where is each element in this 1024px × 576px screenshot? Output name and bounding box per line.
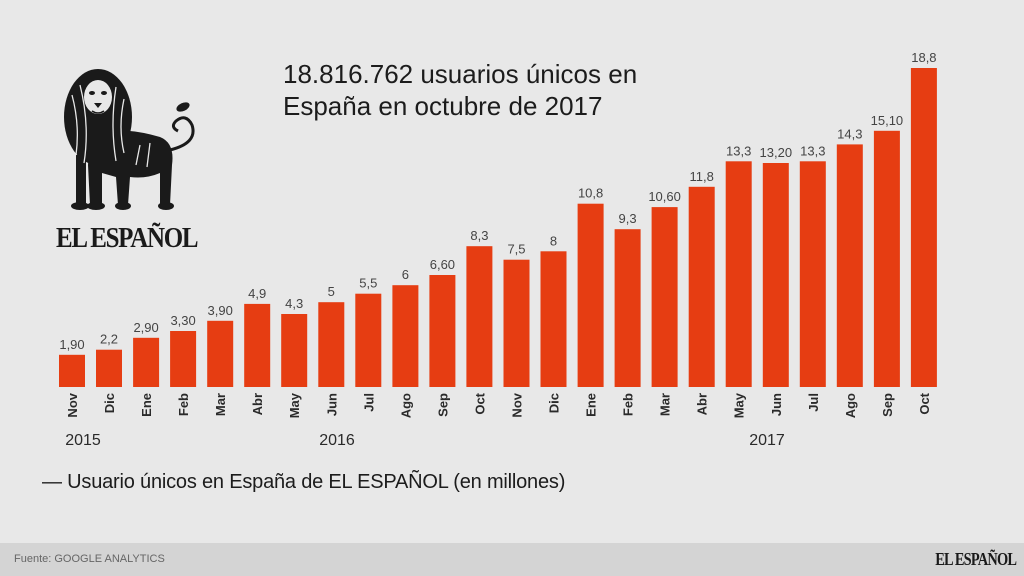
value-label-0: 1,90 <box>59 337 84 352</box>
x-tick-label-23: Oct <box>917 392 932 414</box>
bar-12 <box>503 259 530 387</box>
bar-5 <box>244 303 271 387</box>
x-tick-label-2: Ene <box>139 393 154 417</box>
lion-icon <box>64 69 195 210</box>
x-tick-label-22: Sep <box>880 393 895 417</box>
value-label-1: 2,2 <box>100 332 118 347</box>
logo <box>50 55 210 255</box>
value-label-9: 6 <box>402 267 409 282</box>
bar-15 <box>614 229 641 387</box>
value-label-16: 10,60 <box>648 189 681 204</box>
bar-23 <box>910 68 937 387</box>
value-label-5: 4,9 <box>248 286 266 301</box>
x-tick-label-18: May <box>732 392 747 418</box>
value-label-10: 6,60 <box>430 257 455 272</box>
bar-14 <box>577 203 604 387</box>
bar-21 <box>836 144 863 387</box>
bar-22 <box>873 130 900 388</box>
x-tick-labels-group: Nov Dic Ene Feb Mar Abr May Jun Jul Ago Sep Oct Nov D… <box>65 392 932 418</box>
chart-legend: — Usuario únicos en España de EL ESPAÑOL… <box>42 471 566 493</box>
x-tick-label-8: Jul <box>361 393 376 412</box>
footer: Fuente: GOOGLE ANALYTICS EL ESPAÑOL <box>0 543 1024 576</box>
x-tick-label-7: Jun <box>324 393 339 416</box>
bar-10 <box>429 275 456 387</box>
bar-8 <box>355 293 382 387</box>
x-tick-label-0: Nov <box>65 392 80 417</box>
value-label-3: 3,30 <box>170 313 195 328</box>
x-tick-label-19: Jun <box>769 393 784 416</box>
value-label-18: 13,3 <box>726 143 751 158</box>
bar-0 <box>59 354 85 387</box>
x-tick-label-17: Abr <box>695 393 710 415</box>
bar-6 <box>281 314 308 387</box>
value-label-19: 13,20 <box>760 145 793 160</box>
x-tick-label-5: Abr <box>250 393 265 415</box>
bar-19 <box>762 163 789 387</box>
year-labels-group: 2015 2016 2017 <box>65 432 785 449</box>
value-label-15: 9,3 <box>619 211 637 226</box>
value-label-17: 11,8 <box>690 169 714 184</box>
footer-brand-logo: EL ESPAÑOL <box>935 549 1017 569</box>
value-label-23: 18,8 <box>911 50 936 65</box>
x-tick-label-12: Nov <box>510 392 525 417</box>
bar-18 <box>725 161 752 387</box>
x-tick-label-14: Ene <box>584 393 599 417</box>
value-label-14: 10,8 <box>578 186 603 201</box>
x-tick-label-3: Feb <box>176 393 191 416</box>
bar-20 <box>799 161 826 387</box>
x-tick-label-20: Jul <box>806 393 821 412</box>
year-label-2015: 2015 <box>65 432 101 449</box>
bar-13 <box>540 251 567 387</box>
chart-title: 18.816.762 usuarios únicos en España en … <box>283 58 763 122</box>
bar-11 <box>466 246 493 387</box>
year-label-2017: 2017 <box>749 432 785 449</box>
bar-9 <box>392 285 419 387</box>
value-label-8: 5,5 <box>359 276 377 291</box>
x-tick-label-6: May <box>287 392 302 418</box>
bar-3 <box>170 331 197 387</box>
logo-brand-text: EL ESPAÑOL <box>56 222 198 254</box>
bar-1 <box>96 349 122 387</box>
title-line-1: 18.816.762 usuarios únicos en <box>283 59 638 89</box>
source-note: Fuente: GOOGLE ANALYTICS <box>14 553 165 565</box>
x-tick-label-4: Mar <box>213 393 228 416</box>
title-line-2: España en octubre de 2017 <box>283 91 603 121</box>
value-label-7: 5 <box>328 284 335 299</box>
year-label-2016: 2016 <box>319 432 355 449</box>
x-tick-label-21: Ago <box>843 393 858 418</box>
x-tick-label-10: Sep <box>435 393 450 417</box>
bar-17 <box>688 186 715 387</box>
value-label-11: 8,3 <box>470 228 488 243</box>
x-tick-label-9: Ago <box>398 393 413 418</box>
bar-2 <box>133 337 160 387</box>
x-tick-label-13: Dic <box>547 393 562 413</box>
bar-7 <box>318 302 345 387</box>
value-label-6: 4,3 <box>285 296 303 311</box>
value-label-22: 15,10 <box>871 113 904 128</box>
value-labels-group: 1,90 2,2 2,90 3,30 3,90 4,9 4,3 5 5,5 6 6,60 8,3 7,5… <box>59 50 936 352</box>
x-tick-label-11: Oct <box>472 392 487 414</box>
value-label-20: 13,3 <box>800 143 825 158</box>
bar-4 <box>207 320 234 387</box>
value-label-2: 2,90 <box>133 320 158 335</box>
x-tick-label-1: Dic <box>102 393 117 413</box>
bars-group <box>59 68 937 388</box>
x-tick-label-15: Feb <box>621 393 636 416</box>
bar-16 <box>651 207 678 387</box>
value-label-21: 14,3 <box>837 126 862 141</box>
value-label-12: 7,5 <box>507 242 525 257</box>
x-tick-label-16: Mar <box>658 393 673 416</box>
value-label-13: 8 <box>550 233 557 248</box>
value-label-4: 3,90 <box>208 303 233 318</box>
